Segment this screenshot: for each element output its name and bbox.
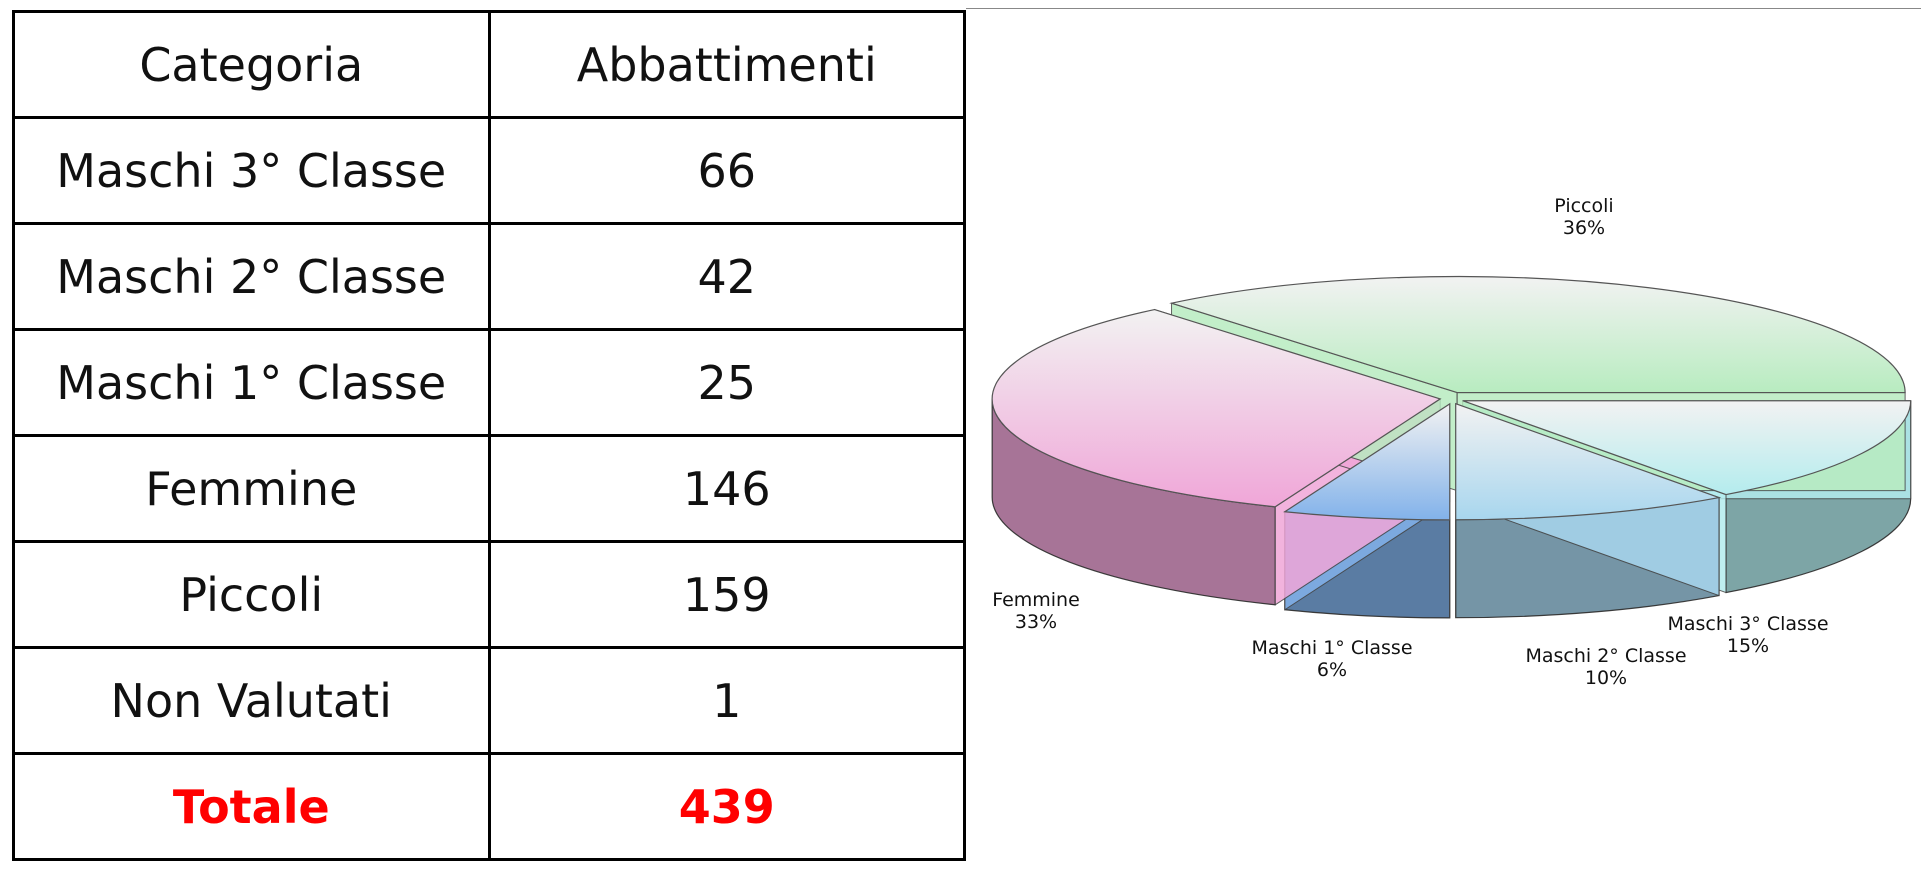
table-cell: 1 <box>487 646 966 755</box>
slice-value-label: 36% <box>1563 217 1605 239</box>
table-row: Maschi 2° Classe 42 <box>12 222 966 331</box>
table-cell: Categoria <box>12 10 491 119</box>
table-cell: Maschi 1° Classe <box>12 328 491 437</box>
table-row: Piccoli 159 <box>12 540 966 649</box>
slice-value-label: 6% <box>1317 659 1347 681</box>
slice-value-label: 15% <box>1727 635 1769 657</box>
table-cell: 25 <box>487 328 966 437</box>
table-cell: 146 <box>487 434 966 543</box>
table-cell: Non Valutati <box>12 646 491 755</box>
slice-label: Piccoli <box>1554 195 1613 217</box>
table-cell: 159 <box>487 540 966 649</box>
table-cell: Femmine <box>12 434 491 543</box>
table-cell: 66 <box>487 116 966 225</box>
slice-label: Maschi 2° Classe <box>1525 645 1686 667</box>
slice-value-label: 10% <box>1585 667 1627 689</box>
table-cell: Maschi 2° Classe <box>12 222 491 331</box>
slice-label: Femmine <box>992 589 1080 611</box>
table-cell: Piccoli <box>12 540 491 649</box>
table-cell: 439 <box>487 752 966 861</box>
table-row: Non Valutati 1 <box>12 646 966 755</box>
table-row: Totale 439 <box>12 752 966 861</box>
table-row: Maschi 3° Classe 66 <box>12 116 966 225</box>
table-cell: Totale <box>12 752 491 861</box>
slice-side-shade <box>992 398 1276 605</box>
data-table: Categoria Abbattimenti Maschi 3° Classe 66 M… <box>12 10 966 861</box>
slice-value-label: 33% <box>1015 611 1057 633</box>
slice-label: Maschi 1° Classe <box>1251 637 1412 659</box>
table-cell: Maschi 3° Classe <box>12 116 491 225</box>
slice <box>1169 275 1906 394</box>
slice <box>1462 400 1912 496</box>
slice-label: Maschi 3° Classe <box>1667 613 1828 635</box>
slice <box>991 308 1442 508</box>
table-cell: 42 <box>487 222 966 331</box>
table-row: Femmine 146 <box>12 434 966 543</box>
table-row: Maschi 1° Classe 25 <box>12 328 966 437</box>
tops <box>991 275 1912 521</box>
slice <box>1455 402 1722 521</box>
table-cell: Abbattimenti <box>487 10 966 119</box>
table-row: Categoria Abbattimenti <box>12 10 966 119</box>
slice <box>1283 402 1451 521</box>
